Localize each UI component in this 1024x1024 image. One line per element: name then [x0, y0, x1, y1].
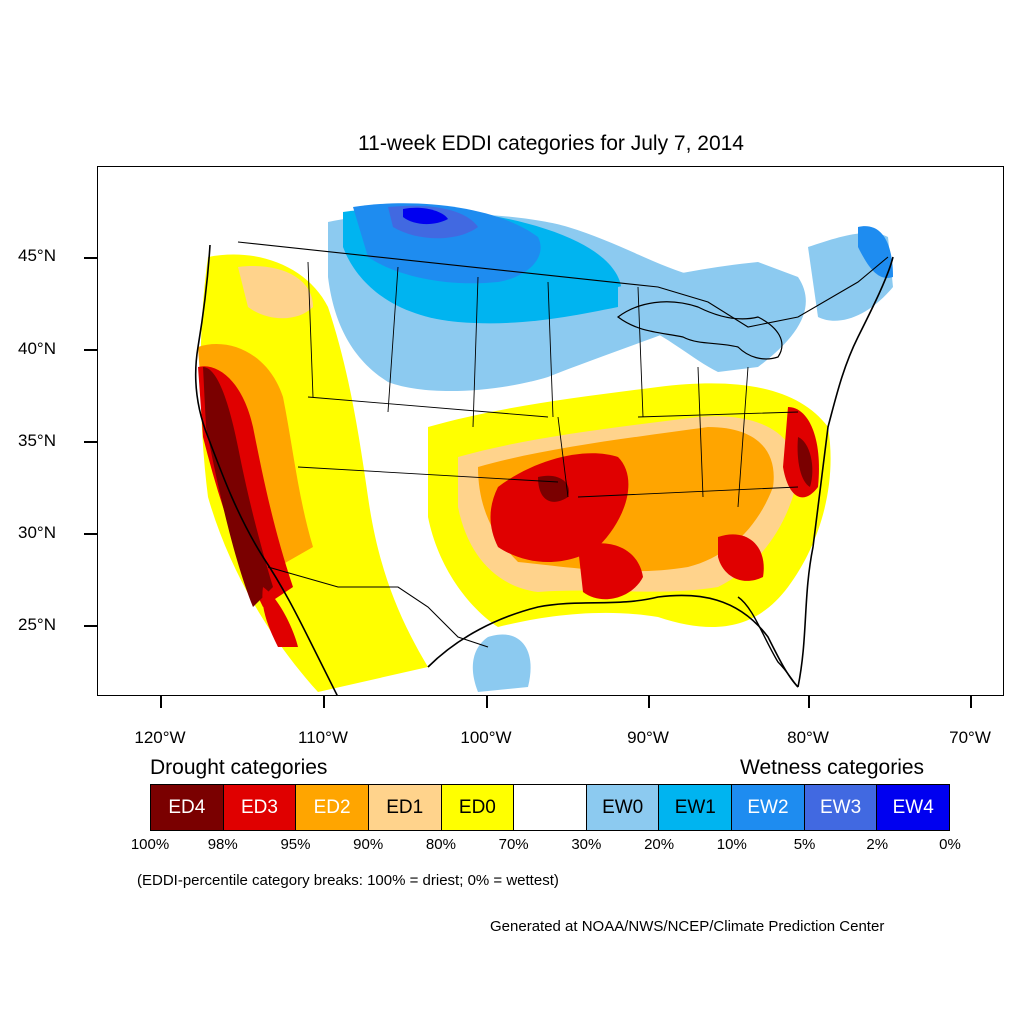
lat-label-45: 45°N	[18, 246, 56, 265]
lon-tick-70	[970, 696, 972, 708]
legend-box-ew3: EW3	[804, 785, 878, 830]
legend-break-label: 20%	[644, 836, 675, 853]
credit-text: Generated at NOAA/NWS/NCEP/Climate Predi…	[490, 918, 885, 935]
legend-box-neutral	[514, 785, 587, 830]
lat-tick-45	[84, 257, 97, 259]
dry-region-baja-ed3	[262, 587, 298, 647]
map-canvas	[194, 203, 894, 695]
coastline-west	[194, 244, 338, 695]
lat-tick-30	[84, 533, 97, 535]
lon-tick-120	[160, 696, 162, 708]
map-title: 11-week EDDI categories for July 7, 2014	[358, 132, 744, 155]
legend-box-ed3: ED3	[223, 785, 297, 830]
eddi-map	[97, 166, 1004, 696]
legend-break-label: 90%	[353, 836, 384, 853]
dry-region-ed3-georgia	[718, 534, 764, 581]
us-canada-border	[237, 241, 889, 328]
category-note: (EDDI-percentile category breaks: 100% =…	[137, 872, 559, 889]
wet-region-core-ew4	[403, 207, 448, 225]
lon-label-70: 70°W	[949, 728, 991, 747]
lon-label-100: 100°W	[460, 728, 512, 747]
legend-break-label: 98%	[207, 836, 238, 853]
wet-region-texas-coast	[472, 634, 531, 692]
lon-tick-90	[648, 696, 650, 708]
drought-categories-title: Drought categories	[150, 756, 328, 779]
dry-region-pnw-ed1	[238, 266, 313, 319]
legend-box-ed4: ED4	[151, 785, 224, 830]
legend-break-label: 2%	[866, 836, 889, 853]
dry-region-west-ed4	[203, 367, 273, 607]
lat-label-40: 40°N	[18, 339, 56, 358]
lon-tick-80	[808, 696, 810, 708]
category-legend: ED4 ED3 ED2 ED1 ED0 EW0 EW1 EW2 EW3 EW4	[150, 784, 950, 831]
wetness-categories-title: Wetness categories	[740, 756, 925, 779]
lat-tick-40	[84, 349, 97, 351]
lon-label-120: 120°W	[134, 728, 186, 747]
legend-break-label: 95%	[280, 836, 311, 853]
gulf-coast	[427, 594, 799, 688]
legend-box-ew0: EW0	[586, 785, 660, 830]
great-lakes-outline	[616, 301, 783, 360]
legend-box-ew4: EW4	[877, 785, 950, 830]
florida-outline	[737, 596, 799, 688]
legend-break-label: 70%	[498, 836, 529, 853]
legend-break-label: 30%	[571, 836, 602, 853]
legend-break-label: 10%	[716, 836, 747, 853]
lon-label-80: 80°W	[787, 728, 829, 747]
lon-tick-100	[486, 696, 488, 708]
legend-box-ed1: ED1	[368, 785, 442, 830]
dry-region-ed4-carolinas	[797, 437, 813, 487]
lat-tick-25	[84, 625, 97, 627]
legend-break-label: 80%	[425, 836, 456, 853]
legend-break-label: 5%	[793, 836, 816, 853]
lon-label-90: 90°W	[627, 728, 669, 747]
dry-region-ed4-ok	[538, 475, 569, 502]
legend-box-ew2: EW2	[732, 785, 805, 830]
dry-region-ed3-lower-ms	[578, 543, 643, 600]
legend-break-label: 100%	[130, 836, 170, 853]
lon-label-110: 110°W	[298, 728, 348, 747]
state-lines	[297, 261, 799, 508]
mexico-border	[267, 566, 489, 648]
lat-tick-35	[84, 441, 97, 443]
wet-region-maine	[858, 226, 893, 278]
east-coast	[797, 256, 894, 688]
legend-break-label: 0%	[939, 836, 961, 853]
lat-label-35: 35°N	[18, 431, 56, 450]
legend-box-ew1: EW1	[659, 785, 733, 830]
lat-label-30: 30°N	[18, 523, 56, 542]
legend-box-ed0: ED0	[441, 785, 515, 830]
legend-box-ed2: ED2	[296, 785, 369, 830]
lon-tick-110	[323, 696, 325, 708]
lat-label-25: 25°N	[18, 615, 56, 634]
